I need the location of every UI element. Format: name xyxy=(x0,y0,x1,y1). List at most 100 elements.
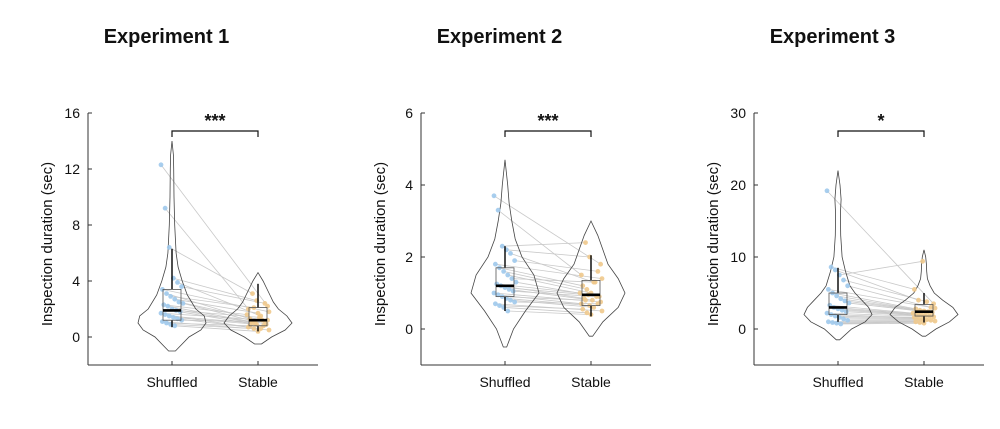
data-point-stable xyxy=(266,327,272,333)
data-point-shuffled xyxy=(164,320,169,326)
data-point-shuffled xyxy=(501,269,507,274)
panel-title: Experiment 3 xyxy=(769,26,896,48)
paired-line xyxy=(174,325,259,332)
data-point-shuffled xyxy=(838,321,844,327)
data-point-shuffled xyxy=(168,294,174,299)
data-point-stable xyxy=(256,315,262,320)
significance-stars: *** xyxy=(204,111,225,131)
data-point-shuffled xyxy=(509,276,515,281)
data-point-shuffled xyxy=(845,317,851,323)
data-point-stable xyxy=(595,301,601,307)
data-point-shuffled xyxy=(841,316,846,322)
data-point-stable xyxy=(244,312,250,317)
violin-stable xyxy=(889,249,959,337)
data-point-stable xyxy=(924,299,930,305)
paired-line xyxy=(510,253,594,283)
y-tick-label: 0 xyxy=(405,321,413,337)
paired-line xyxy=(840,298,925,312)
data-point-shuffled xyxy=(175,280,180,285)
violin-shuffled xyxy=(137,140,207,352)
data-point-shuffled xyxy=(176,299,182,305)
box-shuffled xyxy=(495,267,515,297)
data-point-stable xyxy=(592,279,598,285)
x-tick-label: Shuffled xyxy=(146,374,197,390)
data-point-stable xyxy=(931,314,937,320)
data-point-shuffled xyxy=(832,267,838,273)
data-point-stable xyxy=(928,305,934,310)
experiment-2-panel: Experiment 2 0 2 4 6 Inspection duration (se… xyxy=(333,0,666,429)
paired-line xyxy=(181,286,265,304)
significance-bracket xyxy=(504,130,592,137)
paired-line xyxy=(514,301,598,305)
data-point-shuffled xyxy=(158,162,164,168)
violin-stable xyxy=(556,220,626,337)
data-point-shuffled xyxy=(830,320,835,325)
paired-line xyxy=(497,209,582,276)
data-point-stable xyxy=(580,283,586,289)
data-point-shuffled xyxy=(158,310,164,316)
paired-line xyxy=(836,322,920,324)
y-tick-label: 4 xyxy=(72,273,80,289)
data-point-shuffled xyxy=(841,277,846,283)
y-tick-label: 16 xyxy=(64,105,80,121)
data-point-shuffled xyxy=(825,319,831,325)
paired-line xyxy=(839,260,923,276)
data-point-shuffled xyxy=(512,258,518,263)
data-point-stable xyxy=(589,297,595,303)
box-shuffled xyxy=(162,288,182,321)
data-point-stable xyxy=(595,269,601,274)
experiment-1-panel: Experiment 1 0 4 8 12 16 Inspection duration … xyxy=(0,0,333,429)
data-point-shuffled xyxy=(824,188,830,194)
paired-line xyxy=(506,298,590,306)
data-point-shuffled xyxy=(824,310,830,316)
data-point-stable xyxy=(266,309,272,315)
box-stable xyxy=(581,279,601,306)
data-point-stable xyxy=(917,320,923,325)
data-point-stable xyxy=(578,272,584,278)
experiment-1-chart: 0 4 8 12 16 Inspection duration (sec) Shuffled… xyxy=(39,105,318,390)
data-point-shuffled xyxy=(842,298,848,304)
data-point-shuffled xyxy=(495,207,501,213)
experiment-2-chart: 0 2 4 6 Inspection duration (sec) Shuffled Sta… xyxy=(372,105,651,390)
paired-line xyxy=(843,279,927,303)
y-tick-label: 10 xyxy=(730,249,746,265)
x-tick-label: Stable xyxy=(571,374,611,390)
data-point-shuffled xyxy=(838,296,844,302)
data-point-shuffled xyxy=(162,205,168,211)
x-tick-label: Stable xyxy=(904,374,944,390)
y-tick-label: 6 xyxy=(405,105,413,121)
data-point-stable xyxy=(921,320,927,326)
data-point-shuffled xyxy=(828,264,834,270)
data-point-stable xyxy=(924,317,930,323)
paired-line xyxy=(174,298,259,314)
data-point-stable xyxy=(583,297,588,303)
data-point-stable xyxy=(920,258,926,264)
paired-line xyxy=(493,292,601,303)
y-tick-label: 0 xyxy=(738,321,746,337)
data-point-stable xyxy=(577,290,583,296)
y-tick-label: 0 xyxy=(72,329,80,345)
experiment-3-chart: 0 10 20 30 Inspection duration (sec) Shuffled… xyxy=(705,105,984,390)
data-point-shuffled xyxy=(172,323,178,329)
paired-line xyxy=(503,307,587,314)
data-point-shuffled xyxy=(170,315,176,320)
data-point-shuffled xyxy=(491,193,497,199)
data-point-shuffled xyxy=(179,317,185,323)
data-point-stable xyxy=(583,240,588,246)
box-stable xyxy=(248,307,268,327)
experiment-3-panel: Experiment 3 0 10 20 30 Inspection duration … xyxy=(666,0,999,429)
significance-bracket xyxy=(837,130,925,137)
data-point-stable xyxy=(251,326,257,331)
data-point-shuffled xyxy=(843,309,849,315)
data-point-stable xyxy=(578,301,584,307)
x-tick-label: Stable xyxy=(238,374,278,390)
data-point-stable xyxy=(599,308,605,314)
data-point-shuffled xyxy=(825,287,831,292)
y-tick-label: 20 xyxy=(730,177,746,193)
data-point-stable xyxy=(910,310,916,316)
data-point-shuffled xyxy=(492,301,498,307)
paired-line xyxy=(835,269,919,301)
data-point-shuffled xyxy=(505,308,511,314)
y-tick-label: 4 xyxy=(405,177,413,193)
data-point-shuffled xyxy=(839,307,845,313)
